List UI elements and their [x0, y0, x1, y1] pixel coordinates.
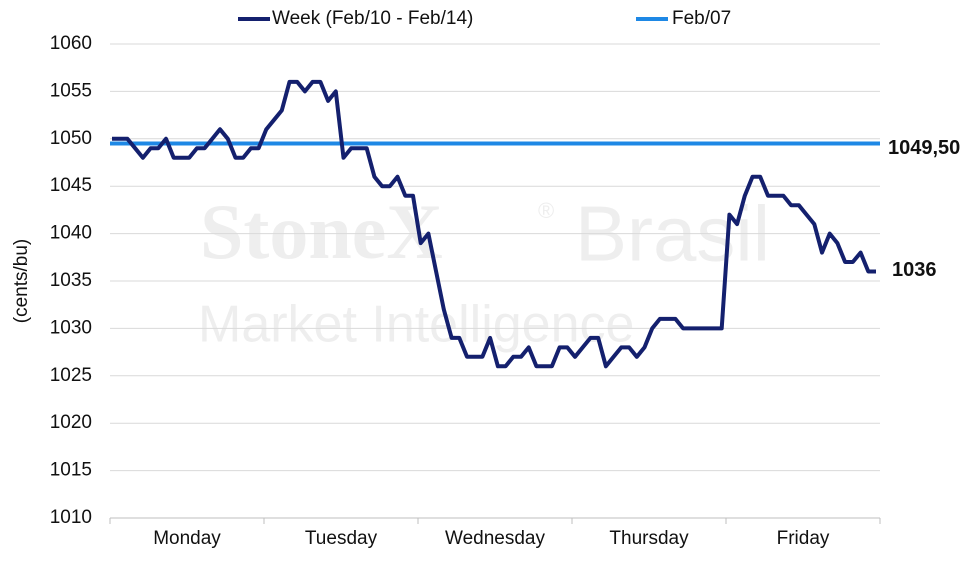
y-tick-label: 1045	[50, 175, 92, 196]
x-tick-label: Tuesday	[305, 528, 378, 549]
y-tick-label: 1050	[50, 128, 92, 149]
x-tick-label: Friday	[777, 528, 830, 549]
y-tick-label: 1030	[50, 317, 92, 338]
y-tick-label: 1060	[50, 33, 92, 54]
x-tick-label: Wednesday	[445, 528, 545, 549]
watermark-tagline: Market Intelligence	[198, 296, 634, 354]
legend-label: Week (Feb/10 - Feb/14)	[272, 8, 473, 29]
reference-label: 1049,50	[888, 137, 960, 159]
x-tick-label: Thursday	[609, 528, 689, 549]
x-tick-label: Monday	[153, 528, 221, 549]
y-tick-label: 1055	[50, 80, 92, 101]
watermark-mark: ®	[538, 198, 554, 223]
y-tick-label: 1020	[50, 412, 92, 433]
legend-label: Feb/07	[672, 8, 731, 29]
y-tick-label: 1025	[50, 365, 92, 386]
y-tick-label: 1010	[50, 507, 92, 528]
y-tick-label: 1015	[50, 460, 92, 481]
y-tick-label: 1040	[50, 223, 92, 244]
series-line	[112, 79, 876, 369]
y-tick-label: 1035	[50, 270, 92, 291]
y-axis-label: (cents/bu)	[11, 239, 32, 323]
end-label: 1036	[892, 259, 937, 281]
watermark-brand: StoneX	[200, 188, 443, 275]
